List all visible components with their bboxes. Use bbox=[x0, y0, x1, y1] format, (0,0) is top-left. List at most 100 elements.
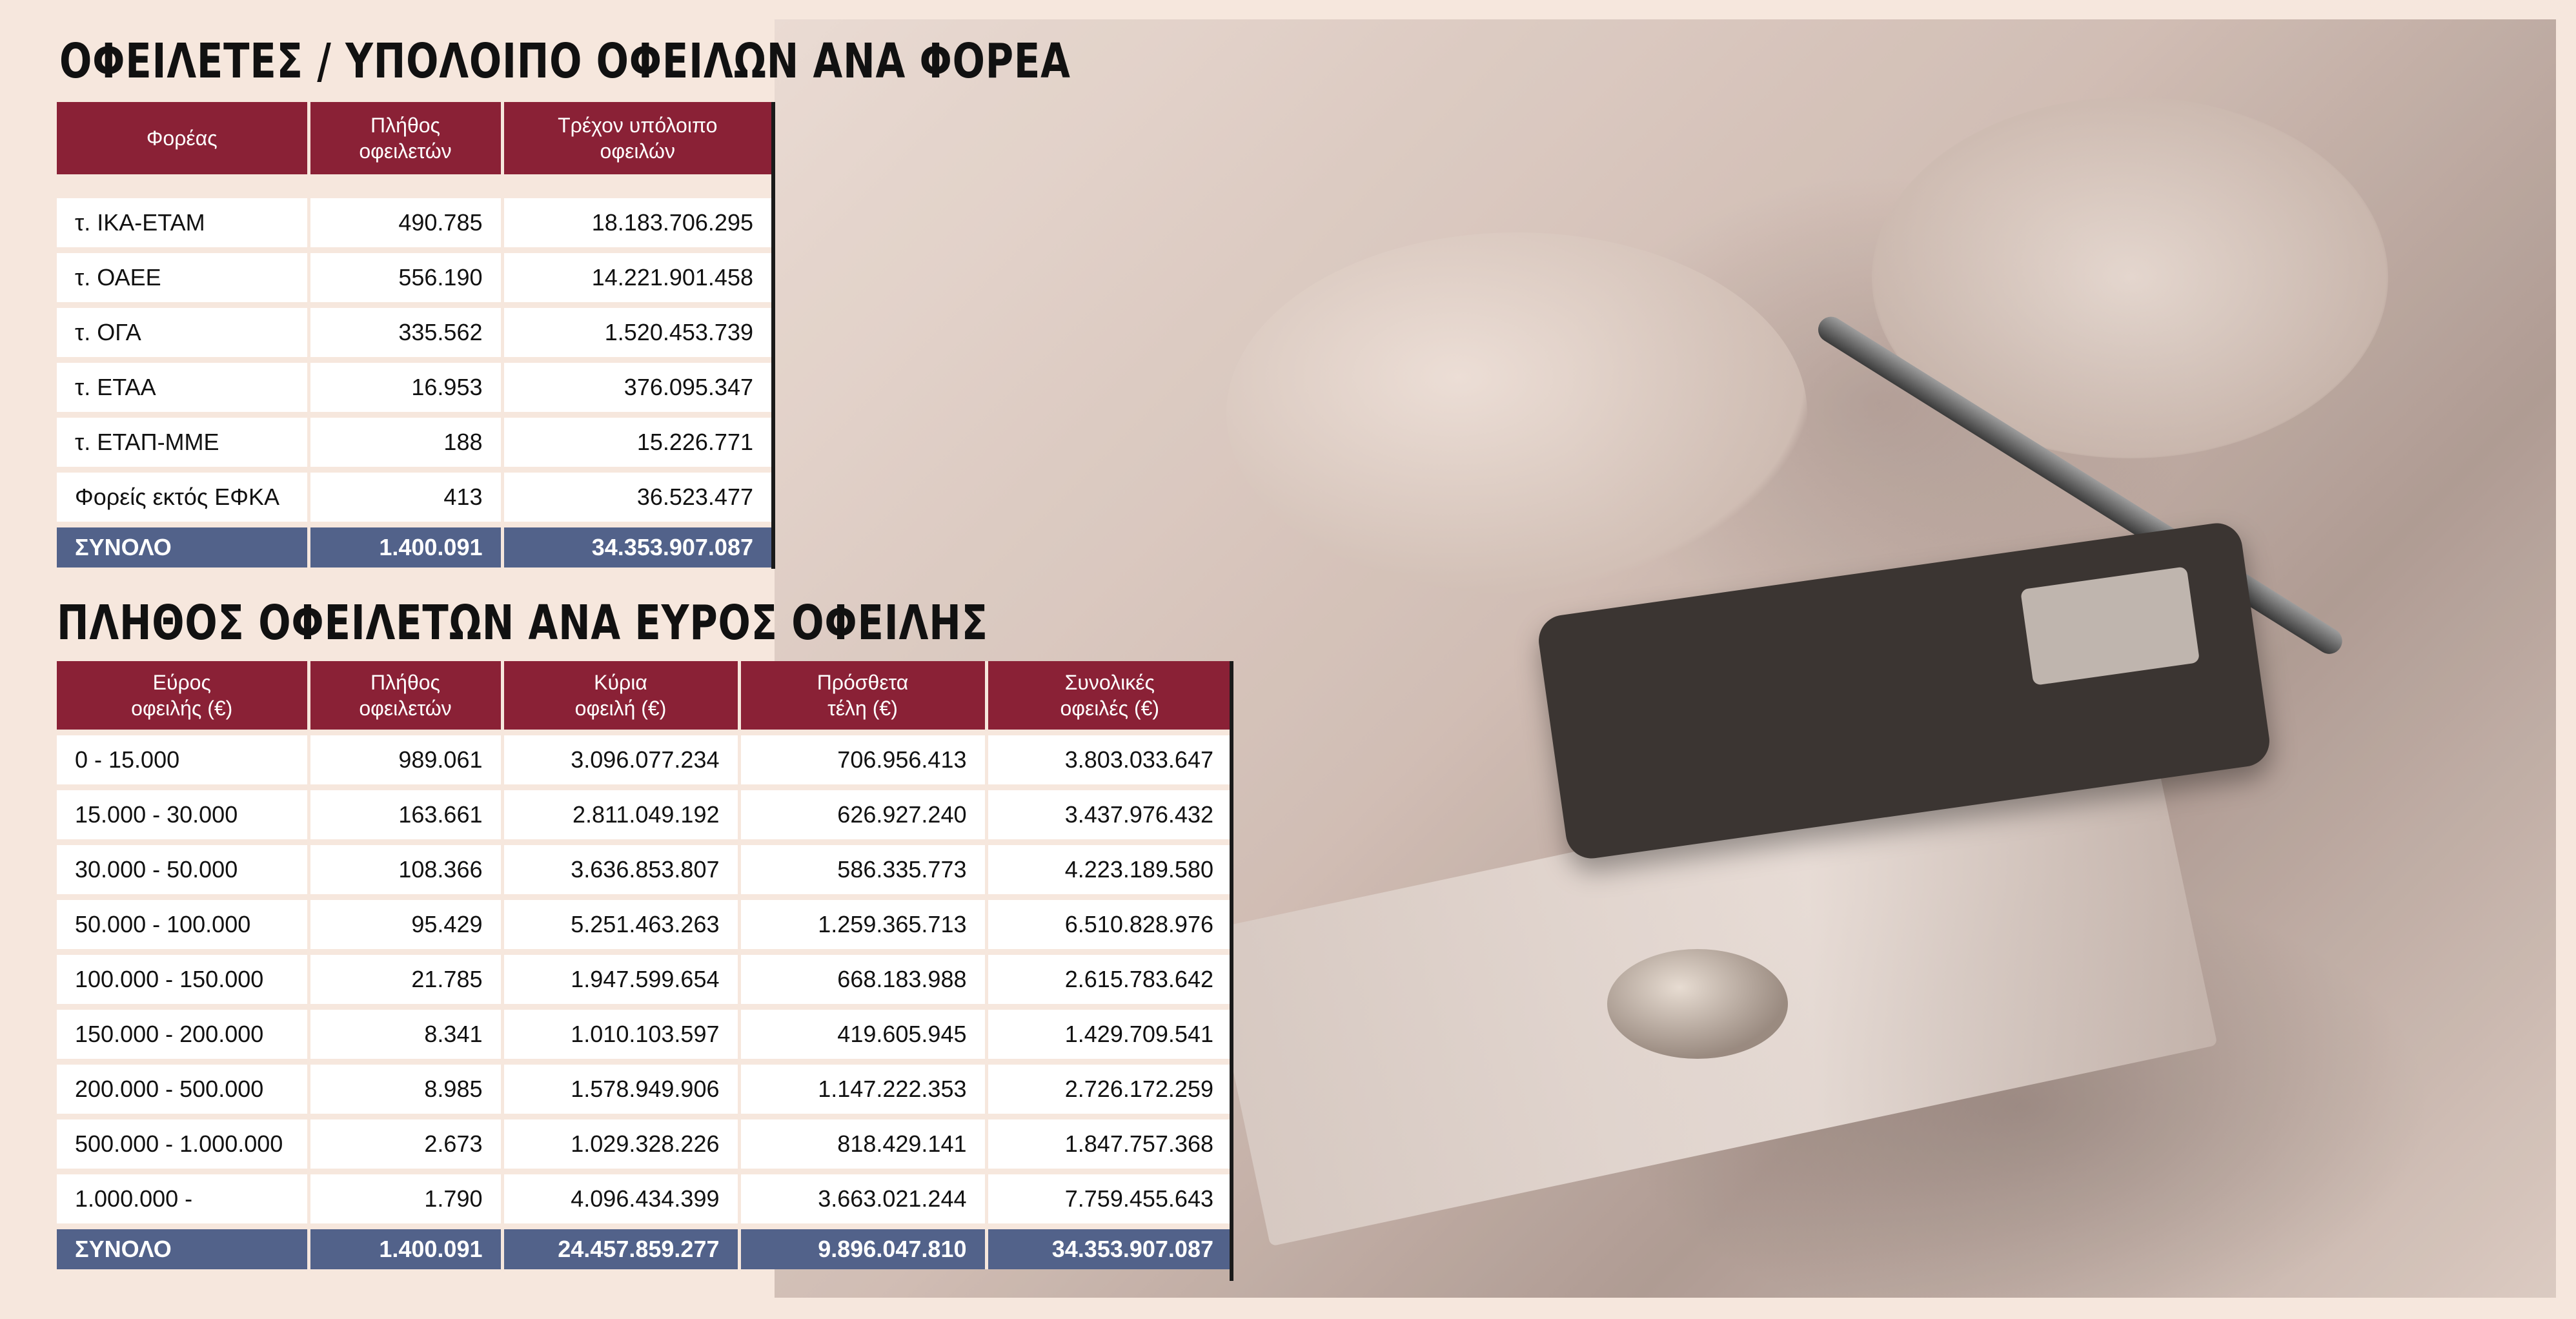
table-cell: 36.523.477 bbox=[502, 467, 771, 525]
debtors-by-fund-table: Φορέας Πλήθος οφειλετών Τρέχον υπόλοιπο … bbox=[57, 102, 771, 567]
table-cell: 188 bbox=[309, 412, 504, 470]
table-row: τ. ΟΓΑ 335.562 1.520.453.739 bbox=[57, 302, 771, 360]
table-cell: 1.010.103.597 bbox=[502, 1004, 741, 1062]
table-cell: 8.985 bbox=[309, 1059, 504, 1117]
table-cell: 1.847.757.368 bbox=[986, 1114, 1232, 1172]
table2-right-rule bbox=[1230, 661, 1233, 1281]
table-row: τ. ΟΑΕΕ 556.190 14.221.901.458 bbox=[57, 247, 771, 305]
table-cell: 18.183.706.295 bbox=[502, 192, 771, 251]
table-row: τ. ΙΚΑ-ΕΤΑΜ 490.785 18.183.706.295 bbox=[57, 192, 771, 251]
table-cell: 16.953 bbox=[309, 357, 504, 415]
table-cell: 108.366 bbox=[309, 839, 504, 897]
table-row: 200.000 - 500.000 8.985 1.578.949.906 1.147… bbox=[57, 1059, 1232, 1117]
table-row: τ. ΕΤΑΠ-ΜΜΕ 188 15.226.771 bbox=[57, 412, 771, 470]
col-header-range: Εύρος οφειλής (€) bbox=[57, 661, 310, 733]
table-cell: 706.956.413 bbox=[739, 730, 988, 788]
total-cell: 1.400.091 bbox=[309, 1223, 504, 1269]
col-header-total-debt: Συνολικές οφειλές (€) bbox=[986, 661, 1232, 733]
table-row: 150.000 - 200.000 8.341 1.010.103.597 419.6… bbox=[57, 1004, 1232, 1062]
table-cell: 2.726.172.259 bbox=[986, 1059, 1232, 1117]
total-cell: 34.353.907.087 bbox=[986, 1223, 1232, 1269]
table-cell: 2.615.783.642 bbox=[986, 949, 1232, 1007]
table-row: τ. ΕΤΑΑ 16.953 376.095.347 bbox=[57, 357, 771, 415]
table-cell: 30.000 - 50.000 bbox=[57, 839, 310, 897]
table-cell: 490.785 bbox=[309, 192, 504, 251]
table-cell: 556.190 bbox=[309, 247, 504, 305]
table-cell: 1.520.453.739 bbox=[502, 302, 771, 360]
table-cell: τ. ΟΓΑ bbox=[57, 302, 310, 360]
table-cell: 14.221.901.458 bbox=[502, 247, 771, 305]
total-cell: ΣΥΝΟΛΟ bbox=[57, 522, 310, 567]
table1-right-rule bbox=[771, 102, 775, 569]
table-cell: 1.029.328.226 bbox=[502, 1114, 741, 1172]
col-header-principal: Κύρια οφειλή (€) bbox=[502, 661, 741, 733]
table-row: 1.000.000 -1.790 4.096.434.399 3.663.021.2… bbox=[57, 1169, 1232, 1227]
table-cell: τ. ΙΚΑ-ΕΤΑΜ bbox=[57, 192, 310, 251]
coins-illustration bbox=[1607, 949, 1788, 1059]
table-cell: 3.096.077.234 bbox=[502, 730, 741, 788]
total-cell: 1.400.091 bbox=[309, 522, 504, 567]
table-cell: 50.000 - 100.000 bbox=[57, 894, 310, 952]
table-cell: 419.605.945 bbox=[739, 1004, 988, 1062]
table-cell: τ. ΕΤΑΠ-ΜΜΕ bbox=[57, 412, 310, 470]
table-cell: 668.183.988 bbox=[739, 949, 988, 1007]
table-cell: 100.000 - 150.000 bbox=[57, 949, 310, 1007]
table-row: 30.000 - 50.000 108.366 3.636.853.807 586.3… bbox=[57, 839, 1232, 897]
table-cell: 1.259.365.713 bbox=[739, 894, 988, 952]
table-cell: τ. ΟΑΕΕ bbox=[57, 247, 310, 305]
table-cell: 21.785 bbox=[309, 949, 504, 1007]
total-cell: 9.896.047.810 bbox=[739, 1223, 988, 1269]
debtors-by-range-table: Εύρος οφειλής (€) Πλήθος οφειλετών Κύρια… bbox=[57, 661, 1232, 1269]
table-cell: 3.437.976.432 bbox=[986, 784, 1232, 843]
col-header-balance: Τρέχον υπόλοιπο οφειλών bbox=[502, 102, 771, 174]
total-cell: 34.353.907.087 bbox=[502, 522, 771, 567]
table-cell: 500.000 - 1.000.000 bbox=[57, 1114, 310, 1172]
col-header-fund: Φορέας bbox=[57, 102, 310, 174]
table-cell: 4.096.434.399 bbox=[502, 1169, 741, 1227]
table-cell: 200.000 - 500.000 bbox=[57, 1059, 310, 1117]
hand-illustration bbox=[1226, 232, 1807, 594]
table-cell: 1.000.000 - bbox=[57, 1169, 310, 1227]
table-cell: 1.947.599.654 bbox=[502, 949, 741, 1007]
table-row: 500.000 - 1.000.000 2.673 1.029.328.226 818… bbox=[57, 1114, 1232, 1172]
table-row: 100.000 - 150.000 21.785 1.947.599.654 668.… bbox=[57, 949, 1232, 1007]
table-cell: 376.095.347 bbox=[502, 357, 771, 415]
table-cell: 2.673 bbox=[309, 1114, 504, 1172]
table-cell: 6.510.828.976 bbox=[986, 894, 1232, 952]
table-cell: 413 bbox=[309, 467, 504, 525]
table-cell: 5.251.463.263 bbox=[502, 894, 741, 952]
table-cell: 3.803.033.647 bbox=[986, 730, 1232, 788]
table-cell: 1.578.949.906 bbox=[502, 1059, 741, 1117]
table-cell: 3.636.853.807 bbox=[502, 839, 741, 897]
table-cell: 989.061 bbox=[309, 730, 504, 788]
table-cell: 586.335.773 bbox=[739, 839, 988, 897]
table-cell: 818.429.141 bbox=[739, 1114, 988, 1172]
table-row: 0 - 15.000 989.061 3.096.077.234 706.956.41… bbox=[57, 730, 1232, 788]
total-row: ΣΥΝΟΛΟ 1.400.091 34.353.907.087 bbox=[57, 522, 771, 567]
total-cell: 24.457.859.277 bbox=[502, 1223, 741, 1269]
table-row: 15.000 - 30.000 163.661 2.811.049.192 626.9… bbox=[57, 784, 1232, 843]
table-cell: 1.147.222.353 bbox=[739, 1059, 988, 1117]
table-cell: 163.661 bbox=[309, 784, 504, 843]
table-cell: Φορείς εκτός ΕΦΚΑ bbox=[57, 467, 310, 525]
table-row: 50.000 - 100.000 95.429 5.251.463.263 1.259… bbox=[57, 894, 1232, 952]
total-cell: ΣΥΝΟΛΟ bbox=[57, 1223, 310, 1269]
col-header-surcharges: Πρόσθετα τέλη (€) bbox=[739, 661, 988, 733]
total-row: ΣΥΝΟΛΟ 1.400.091 24.457.859.277 9.896.047.8… bbox=[57, 1223, 1232, 1269]
table-cell: 1.429.709.541 bbox=[986, 1004, 1232, 1062]
table-cell: 95.429 bbox=[309, 894, 504, 952]
table-cell: 335.562 bbox=[309, 302, 504, 360]
table-cell: 3.663.021.244 bbox=[739, 1169, 988, 1227]
table-cell: 15.226.771 bbox=[502, 412, 771, 470]
table-cell: τ. ΕΤΑΑ bbox=[57, 357, 310, 415]
table-cell: 0 - 15.000 bbox=[57, 730, 310, 788]
table-cell: 1.790 bbox=[309, 1169, 504, 1227]
heading-debtors-by-fund: ΟΦΕΙΛΕΤΕΣ / ΥΠΟΛΟΙΠΟ ΟΦΕΙΛΩΝ ΑΝΑ ΦΟΡΕΑ bbox=[59, 34, 1071, 89]
table-cell: 4.223.189.580 bbox=[986, 839, 1232, 897]
table-cell: 2.811.049.192 bbox=[502, 784, 741, 843]
heading-debtors-by-range: ΠΛΗΘΟΣ ΟΦΕΙΛΕΤΩΝ ΑΝΑ ΕΥΡΟΣ ΟΦΕΙΛΗΣ bbox=[57, 595, 988, 651]
col-header-debtors: Πλήθος οφειλετών bbox=[309, 102, 504, 174]
table-header-row: Φορέας Πλήθος οφειλετών Τρέχον υπόλοιπο … bbox=[57, 102, 771, 174]
table-header-row: Εύρος οφειλής (€) Πλήθος οφειλετών Κύρια… bbox=[57, 661, 1232, 733]
table-cell: 626.927.240 bbox=[739, 784, 988, 843]
